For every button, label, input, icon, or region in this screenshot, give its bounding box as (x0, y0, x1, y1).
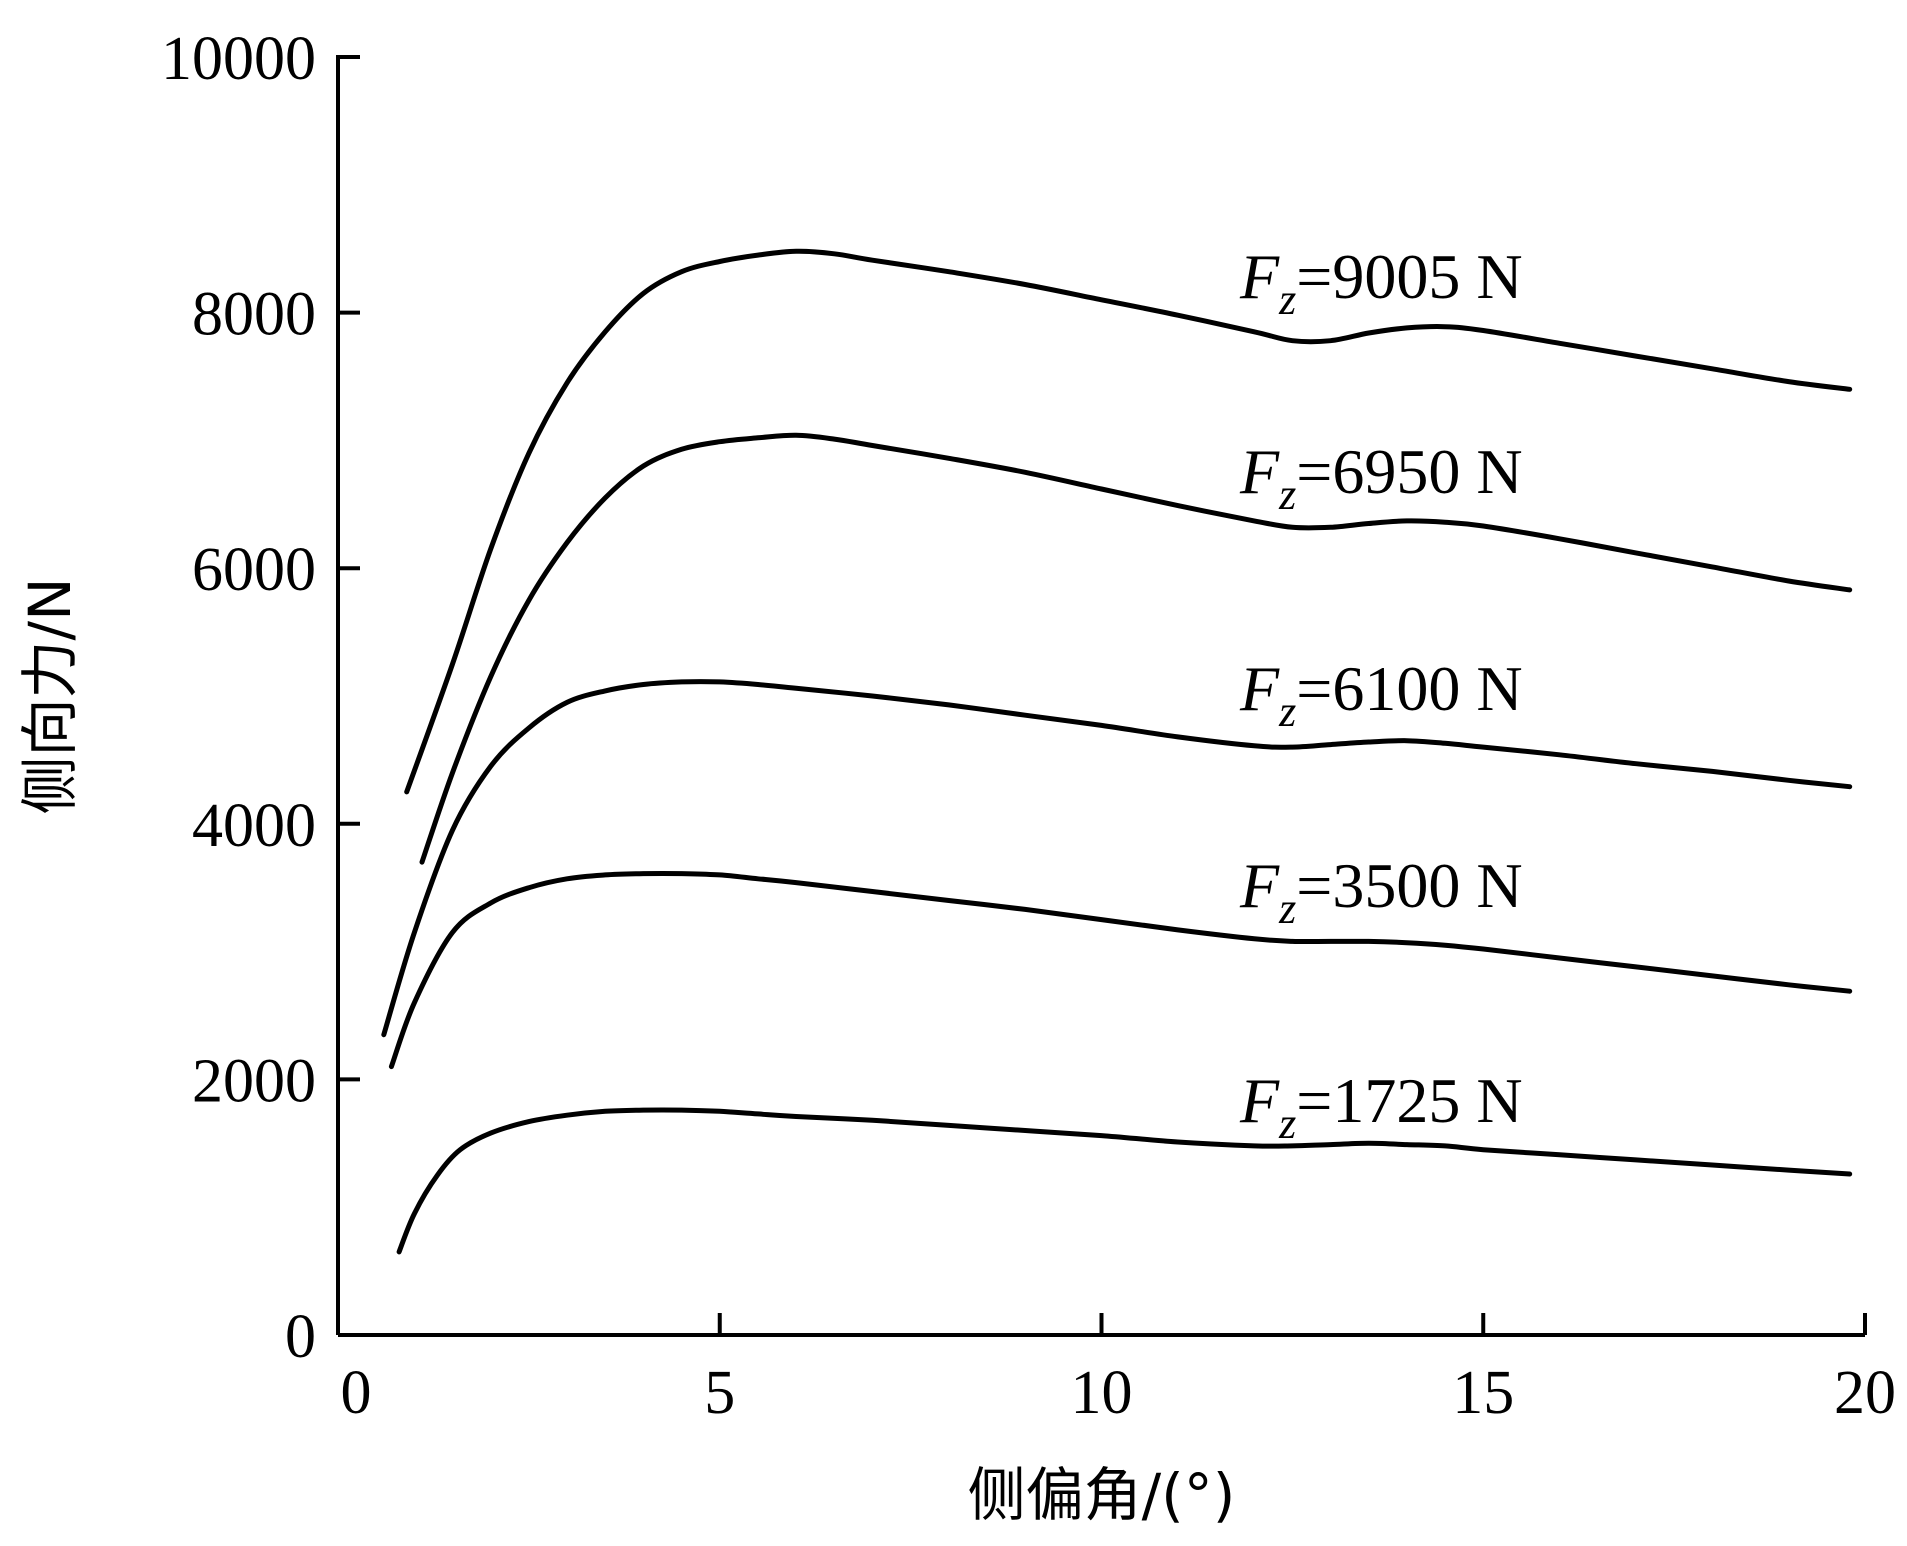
x-tick-label-15: 15 (1452, 1359, 1514, 1427)
series-label-fz-3500-n: Fz=3500 N (1239, 850, 1523, 933)
x-tick-label-10: 10 (1071, 1359, 1133, 1427)
series-lines (381, 248, 1853, 1255)
y-axis-title: 侧向力/N (16, 578, 84, 815)
series-line-fz-1725-n (396, 1107, 1853, 1255)
series-label-fz-1725-n: Fz=1725 N (1239, 1065, 1523, 1148)
y-tick-label-2000: 2000 (192, 1047, 316, 1115)
series-line-fz-6950-n (419, 432, 1853, 865)
x-tick-label-20: 20 (1834, 1359, 1896, 1427)
x-tick-label-0: 0 (341, 1359, 372, 1427)
x-axis-title: 侧偏角/(°) (968, 1461, 1236, 1529)
series-line-fz-9005-n (404, 248, 1853, 795)
y-tick-label-8000: 8000 (192, 281, 316, 349)
x-ticks: 0 5 10 15 20 (341, 1313, 1896, 1427)
y-tick-label-0: 0 (285, 1303, 316, 1371)
y-tick-label-4000: 4000 (192, 792, 316, 860)
axes (336, 55, 1865, 1337)
series-line-fz-3500-n (388, 870, 1853, 1070)
series-labels: Fz=9005 N Fz=6950 N Fz=6100 N Fz=3500 N Fz=1… (1239, 241, 1523, 1148)
series-label-fz-6100-n: Fz=6100 N (1239, 653, 1523, 736)
y-tick-label-6000: 6000 (192, 536, 316, 604)
series-label-fz-9005-n: Fz=9005 N (1239, 241, 1523, 324)
y-ticks: 0 2000 4000 6000 8000 10000 (161, 25, 360, 1371)
y-tick-label-10000: 10000 (161, 25, 316, 93)
series-line-fz-6100-n (381, 679, 1853, 1038)
x-tick-label-5: 5 (704, 1359, 735, 1427)
series-label-fz-6950-n: Fz=6950 N (1239, 436, 1523, 519)
